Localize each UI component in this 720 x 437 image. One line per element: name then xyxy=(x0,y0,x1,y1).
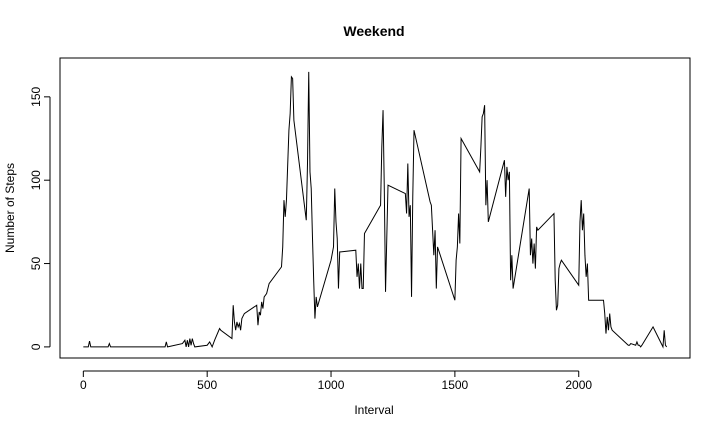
x-tick-label: 1500 xyxy=(442,378,469,392)
data-line xyxy=(83,71,668,349)
y-tick-label: 100 xyxy=(29,170,43,190)
y-tick-label: 150 xyxy=(29,87,43,107)
x-axis-label: Interval xyxy=(354,403,393,417)
chart-title: Weekend xyxy=(343,23,404,39)
x-tick-label: 1000 xyxy=(318,378,345,392)
plot-box xyxy=(59,57,691,359)
x-tick-label: 500 xyxy=(197,378,217,392)
x-tick-label: 0 xyxy=(80,378,87,392)
y-axis-label: Number of Steps xyxy=(3,163,17,253)
y-tick-label: 0 xyxy=(29,343,43,350)
x-tick-label: 2000 xyxy=(565,378,592,392)
y-tick-label: 50 xyxy=(29,257,43,271)
